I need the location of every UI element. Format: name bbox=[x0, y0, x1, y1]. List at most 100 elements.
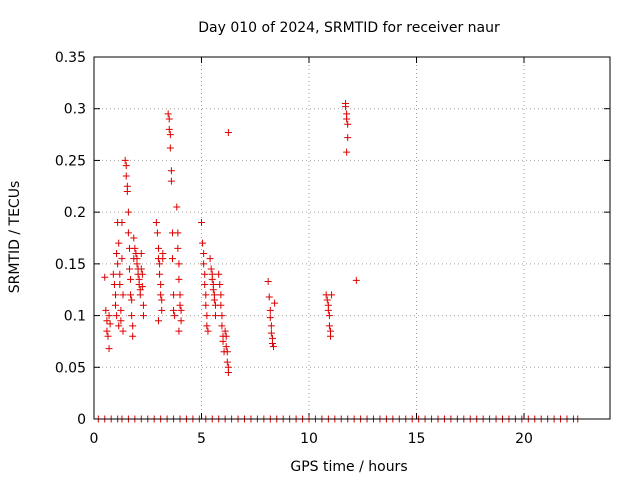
data-point bbox=[119, 327, 127, 335]
data-point bbox=[115, 239, 123, 247]
data-point bbox=[325, 312, 333, 320]
data-point bbox=[201, 281, 209, 289]
data-point bbox=[121, 156, 129, 164]
x-tick-label: 20 bbox=[515, 431, 533, 447]
data-point bbox=[136, 291, 144, 299]
data-point bbox=[159, 255, 167, 263]
data-point bbox=[122, 162, 130, 170]
data-point bbox=[217, 291, 225, 299]
data-point bbox=[128, 312, 136, 320]
data-point bbox=[137, 265, 145, 273]
data-point bbox=[323, 296, 331, 304]
data-point bbox=[177, 306, 185, 314]
data-point bbox=[114, 260, 122, 268]
data-point bbox=[112, 291, 119, 299]
data-point bbox=[119, 291, 127, 299]
data-point bbox=[221, 327, 229, 335]
data-point bbox=[218, 312, 226, 320]
data-point bbox=[166, 144, 174, 152]
data-point bbox=[105, 345, 113, 353]
data-point bbox=[207, 265, 215, 273]
data-point bbox=[106, 320, 114, 328]
data-point bbox=[270, 343, 278, 351]
data-point bbox=[223, 358, 231, 366]
chart-title: Day 010 of 2024, SRMTID for receiver nau… bbox=[198, 20, 500, 36]
y-tick-label: 0.25 bbox=[55, 153, 86, 169]
data-point bbox=[342, 103, 350, 111]
data-point bbox=[266, 314, 274, 322]
x-tick-label: 10 bbox=[300, 431, 318, 447]
data-point bbox=[201, 270, 209, 278]
data-point bbox=[124, 229, 132, 237]
data-point bbox=[173, 203, 181, 211]
data-point bbox=[118, 218, 126, 226]
data-point bbox=[155, 317, 162, 325]
axis-ticks: 0 0.05 0.1 0.15 0.2 0.25 0.3 0.35 0 5 10 15 20 bbox=[55, 50, 610, 447]
data-point bbox=[204, 327, 212, 335]
data-point bbox=[113, 250, 121, 258]
data-point bbox=[117, 317, 125, 325]
data-point bbox=[267, 329, 275, 337]
y-tick-label: 0 bbox=[77, 412, 86, 428]
data-point bbox=[352, 276, 360, 284]
data-point bbox=[216, 281, 224, 289]
data-point bbox=[206, 255, 214, 263]
data-point bbox=[176, 301, 184, 309]
data-point bbox=[344, 134, 352, 142]
data-point bbox=[128, 296, 136, 304]
data-point bbox=[124, 208, 132, 216]
data-point bbox=[138, 270, 146, 278]
data-point bbox=[125, 265, 133, 273]
data-point bbox=[156, 260, 164, 268]
data-point bbox=[202, 291, 210, 299]
data-point bbox=[104, 332, 112, 340]
data-point bbox=[168, 255, 176, 263]
data-point bbox=[268, 339, 276, 347]
data-point bbox=[157, 291, 165, 299]
data-point bbox=[155, 244, 162, 252]
data-point bbox=[343, 148, 351, 156]
data-point bbox=[324, 306, 332, 314]
data-point bbox=[167, 177, 175, 185]
data-point bbox=[105, 312, 113, 320]
data-point bbox=[271, 299, 279, 307]
data-point bbox=[175, 275, 183, 283]
data-point bbox=[165, 125, 173, 133]
data-point bbox=[215, 270, 223, 278]
y-tick-label: 0.05 bbox=[55, 360, 86, 376]
data-point bbox=[139, 312, 147, 320]
data-point bbox=[139, 301, 147, 309]
y-axis-label: SRMTID / TECUs bbox=[7, 181, 23, 294]
data-point bbox=[224, 368, 232, 376]
data-point bbox=[222, 343, 230, 351]
data-point bbox=[167, 167, 175, 175]
data-point bbox=[112, 301, 119, 309]
data-point bbox=[116, 281, 124, 289]
data-point bbox=[152, 218, 160, 226]
data-point bbox=[264, 277, 272, 285]
data-point bbox=[328, 291, 336, 299]
x-tick-label: 15 bbox=[408, 431, 426, 447]
data-point bbox=[198, 218, 205, 226]
x-axis-label: GPS time / hours bbox=[290, 459, 407, 475]
data-points bbox=[94, 100, 582, 423]
data-point bbox=[222, 332, 230, 340]
data-point bbox=[115, 322, 123, 330]
data-point bbox=[218, 322, 226, 330]
data-point bbox=[166, 131, 174, 139]
y-tick-label: 0.35 bbox=[55, 50, 86, 66]
data-point bbox=[175, 260, 183, 268]
data-point bbox=[325, 322, 333, 330]
y-tick-label: 0.3 bbox=[64, 102, 86, 118]
data-point bbox=[123, 187, 131, 195]
data-point bbox=[171, 312, 179, 320]
data-point bbox=[156, 270, 164, 278]
data-point bbox=[130, 234, 138, 242]
data-point bbox=[203, 312, 211, 320]
data-point bbox=[116, 270, 124, 278]
data-point bbox=[327, 332, 334, 340]
data-point bbox=[102, 306, 110, 314]
data-point bbox=[174, 244, 182, 252]
data-point bbox=[103, 327, 111, 335]
data-point bbox=[176, 291, 184, 299]
